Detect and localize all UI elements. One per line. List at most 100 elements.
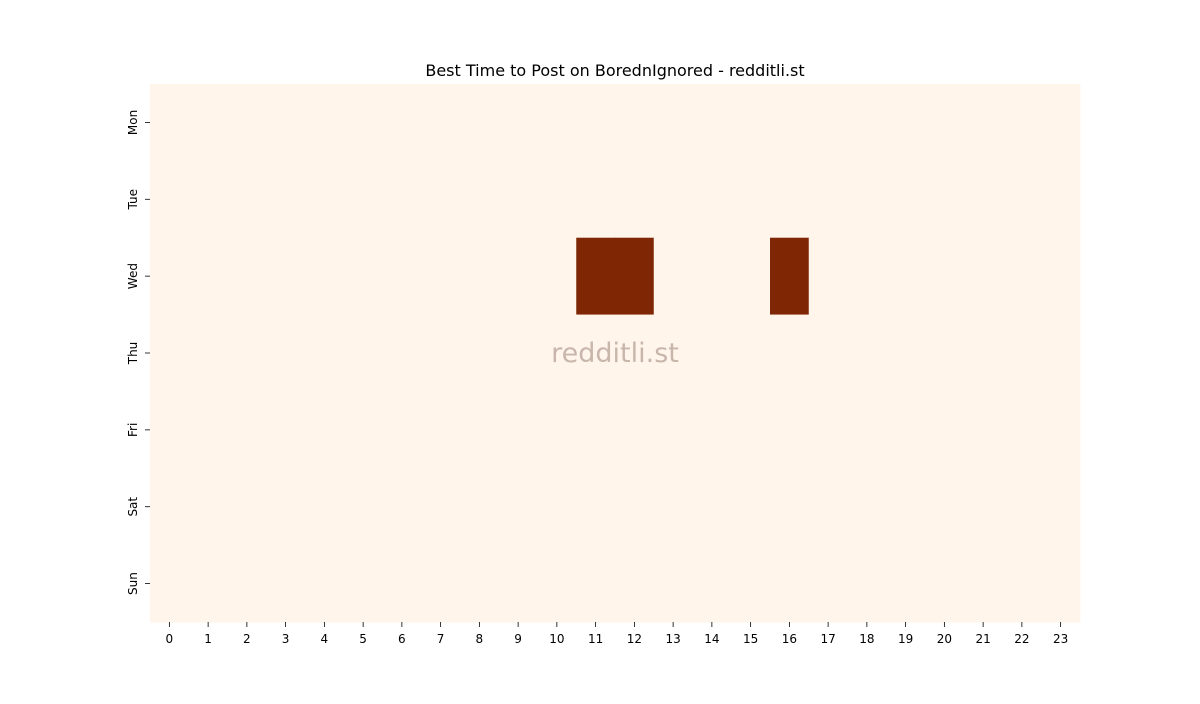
watermark: redditli.st <box>551 338 679 369</box>
heatmap-cell-sun-5 <box>343 545 383 623</box>
x-tick-label: 22 <box>1014 632 1029 646</box>
x-tick-label: 16 <box>782 632 797 646</box>
heatmap-cell-tue-20 <box>925 160 965 239</box>
x-tick-label: 13 <box>665 632 680 646</box>
x-axis: 0 1 2 3 4 5 6 7 8 9 10 11 12 13 14 15 16 17 18 19 20 21 22 23 <box>166 622 1068 646</box>
heatmap-cell-thu-15 <box>731 314 771 392</box>
heatmap-cell-thu-5 <box>343 314 383 392</box>
x-tick-label: 15 <box>743 632 758 646</box>
heatmap-cell-mon-9 <box>498 84 538 162</box>
heatmap-cell-sun-11 <box>576 545 616 623</box>
heatmap-cell-tue-9 <box>498 160 538 239</box>
heatmap-cell-mon-20 <box>925 84 965 162</box>
heatmap-cell-sat-16 <box>770 468 810 546</box>
heatmap-cell-tue-16 <box>770 160 810 239</box>
heatmap-cell-sat-13 <box>653 468 693 546</box>
heatmap-cell-mon-6 <box>382 84 422 162</box>
heatmap-cell-wed-4 <box>305 237 345 316</box>
x-tick-label: 0 <box>166 632 174 646</box>
heatmap-cell-wed-9 <box>498 237 538 316</box>
heatmap-cell-fri-5 <box>343 391 383 469</box>
x-tick-label: 9 <box>514 632 522 646</box>
heatmap-cell-mon-14 <box>692 84 732 162</box>
heatmap-cell-wed-15 <box>731 237 771 316</box>
heatmap-cell-wed-5 <box>343 237 383 316</box>
heatmap-cell-tue-1 <box>188 160 228 239</box>
heatmap-cell-fri-0 <box>150 391 190 469</box>
heatmap-cell-fri-19 <box>886 391 926 469</box>
heatmap-cell-fri-17 <box>808 391 848 469</box>
heatmap-cell-wed-12 <box>615 237 655 316</box>
heatmap-cell-fri-18 <box>847 391 887 469</box>
x-tick-label: 3 <box>282 632 290 646</box>
heatmap-cell-thu-4 <box>305 314 345 392</box>
heatmap-cell-tue-6 <box>382 160 422 239</box>
heatmap-cell-tue-0 <box>150 160 190 239</box>
heatmap-cell-thu-6 <box>382 314 422 392</box>
heatmap-cell-sun-9 <box>498 545 538 623</box>
heatmap-cell-sat-21 <box>963 468 1003 546</box>
heatmap-cell-thu-9 <box>498 314 538 392</box>
heatmap-cell-thu-2 <box>227 314 267 392</box>
heatmap-cell-mon-18 <box>847 84 887 162</box>
heatmap-cell-sat-5 <box>343 468 383 546</box>
heatmap-cell-mon-0 <box>150 84 190 162</box>
heatmap-cell-sat-19 <box>886 468 926 546</box>
heatmap-cell-mon-8 <box>460 84 500 162</box>
heatmap-cell-thu-7 <box>421 314 461 392</box>
heatmap-cell-fri-15 <box>731 391 771 469</box>
heatmap-cell-mon-10 <box>537 84 577 162</box>
heatmap-cell-tue-23 <box>1041 160 1081 239</box>
heatmap-cell-wed-14 <box>692 237 732 316</box>
heatmap-cell-sun-6 <box>382 545 422 623</box>
heatmap-cell-mon-17 <box>808 84 848 162</box>
heatmap-cell-wed-22 <box>1002 237 1042 316</box>
heatmap-cell-sun-22 <box>1002 545 1042 623</box>
heatmap-cell-thu-1 <box>188 314 228 392</box>
heatmap-cell-fri-8 <box>460 391 500 469</box>
heatmap-cell-sun-0 <box>150 545 190 623</box>
heatmap-cell-thu-10 <box>537 314 577 392</box>
heatmap-cell-tue-2 <box>227 160 267 239</box>
x-tick-label: 2 <box>243 632 251 646</box>
heatmap-cell-fri-4 <box>305 391 345 469</box>
heatmap-cell-thu-19 <box>886 314 926 392</box>
heatmap-cells <box>150 84 1081 623</box>
heatmap-cell-tue-13 <box>653 160 693 239</box>
y-tick-label: Fri <box>126 423 140 437</box>
heatmap-cell-sat-20 <box>925 468 965 546</box>
heatmap-cell-mon-4 <box>305 84 345 162</box>
heatmap-cell-sun-13 <box>653 545 693 623</box>
heatmap-cell-mon-22 <box>1002 84 1042 162</box>
chart-title: Best Time to Post on BorednIgnored - red… <box>425 61 804 80</box>
x-tick-label: 12 <box>627 632 642 646</box>
heatmap-cell-wed-19 <box>886 237 926 316</box>
heatmap-cell-mon-16 <box>770 84 810 162</box>
y-tick-label: Sat <box>126 497 140 517</box>
x-tick-label: 20 <box>937 632 952 646</box>
heatmap-cell-wed-8 <box>460 237 500 316</box>
heatmap-cell-fri-11 <box>576 391 616 469</box>
heatmap-cell-sat-15 <box>731 468 771 546</box>
heatmap-cell-sat-12 <box>615 468 655 546</box>
heatmap-cell-mon-1 <box>188 84 228 162</box>
heatmap-cell-tue-7 <box>421 160 461 239</box>
y-tick-label: Mon <box>126 110 140 135</box>
heatmap-cell-tue-19 <box>886 160 926 239</box>
heatmap-cell-sun-10 <box>537 545 577 623</box>
heatmap-cell-tue-4 <box>305 160 345 239</box>
heatmap-cell-sat-7 <box>421 468 461 546</box>
heatmap-cell-sun-16 <box>770 545 810 623</box>
heatmap-cell-mon-2 <box>227 84 267 162</box>
heatmap-cell-sun-21 <box>963 545 1003 623</box>
heatmap-cell-sat-1 <box>188 468 228 546</box>
y-tick-label: Wed <box>126 263 140 289</box>
heatmap-cell-fri-12 <box>615 391 655 469</box>
heatmap-cell-sat-11 <box>576 468 616 546</box>
heatmap-cell-sat-4 <box>305 468 345 546</box>
heatmap-cell-tue-5 <box>343 160 383 239</box>
heatmap-cell-thu-18 <box>847 314 887 392</box>
heatmap-cell-tue-11 <box>576 160 616 239</box>
heatmap-cell-sun-17 <box>808 545 848 623</box>
